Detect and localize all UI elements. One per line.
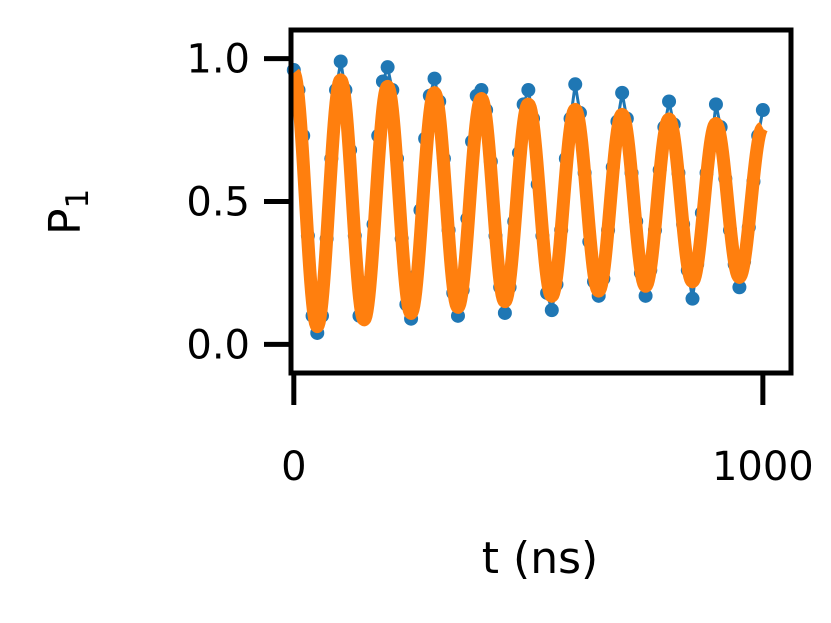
data-point <box>427 71 442 86</box>
data-point <box>615 85 630 100</box>
data-point <box>544 303 559 318</box>
data-point <box>662 94 677 109</box>
y-tick-label: 1.0 <box>186 37 250 83</box>
data-point <box>732 280 747 295</box>
y-tick-label: 0.5 <box>186 180 250 226</box>
x-tick-label: 0 <box>281 444 306 490</box>
data-point <box>638 288 653 303</box>
y-axis-label-subscript: 1 <box>60 189 96 209</box>
x-tick-label: 1000 <box>712 444 814 490</box>
data-point <box>755 103 770 118</box>
data-point <box>497 305 512 320</box>
fit-curve <box>288 67 769 334</box>
data-point <box>521 83 536 98</box>
y-axis-label-main: P <box>40 208 91 235</box>
y-axis-label: P1 <box>40 189 96 235</box>
plot-area <box>286 54 770 340</box>
data-point <box>708 97 723 112</box>
data-point <box>380 60 395 75</box>
y-tick-label: 0.0 <box>186 322 250 368</box>
x-axis-label: t (ns) <box>482 533 598 584</box>
data-point <box>568 77 583 92</box>
axes: 0.0 0.5 1.0 0 1000 <box>186 37 813 490</box>
data-point <box>685 291 700 306</box>
data-point <box>333 54 348 69</box>
